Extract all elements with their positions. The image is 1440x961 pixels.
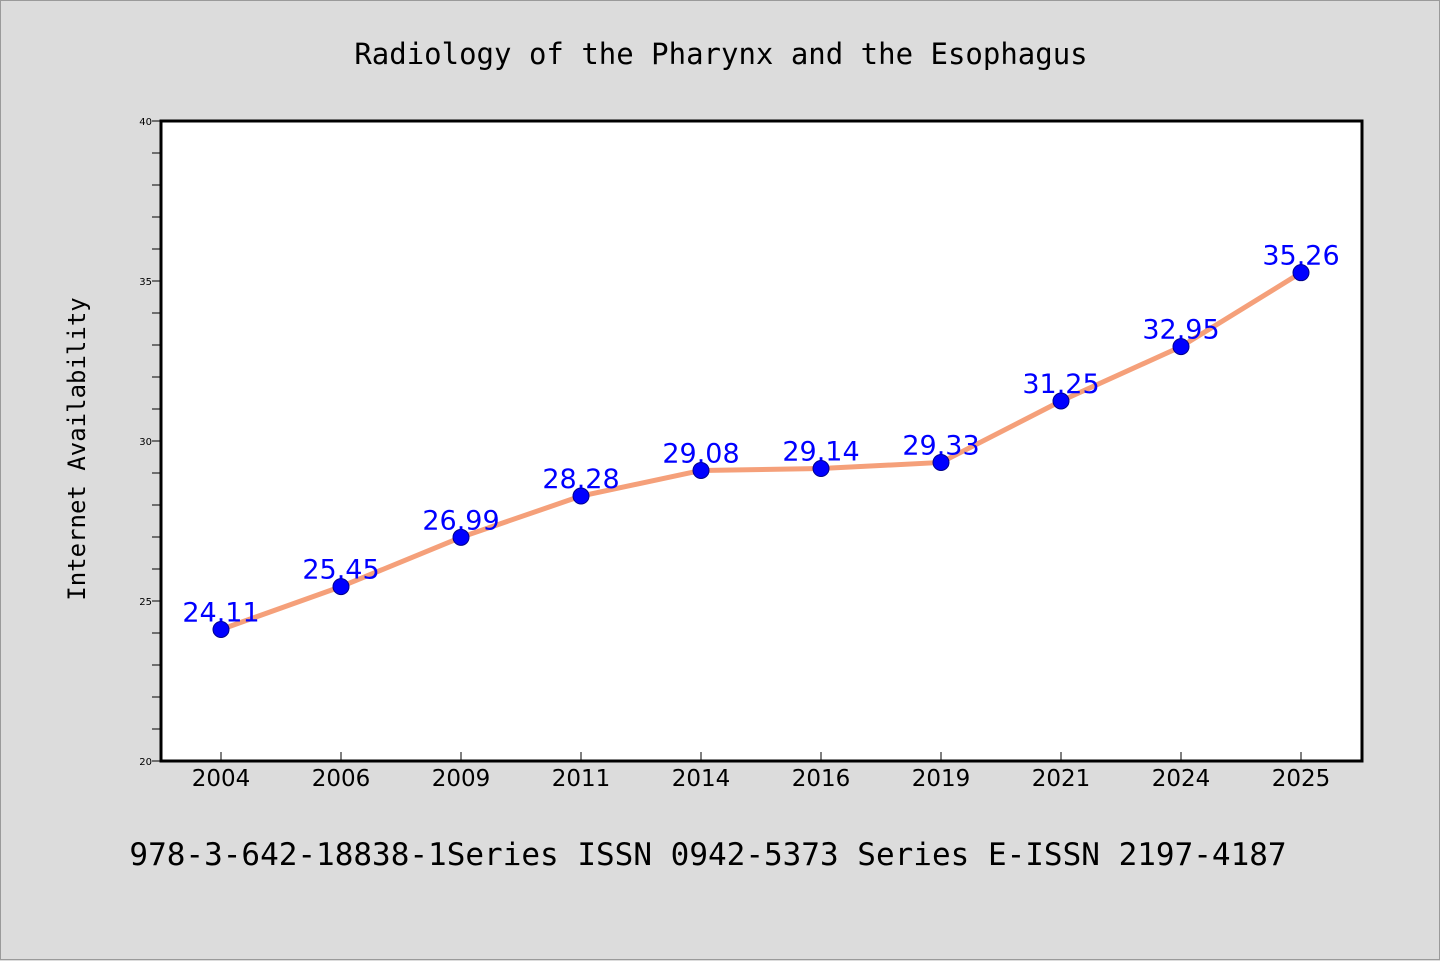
- x-tick-label: 2019: [912, 766, 971, 792]
- x-tick-label: 2006: [312, 766, 371, 792]
- data-point: [1172, 338, 1190, 356]
- data-label: 29.08: [662, 438, 739, 469]
- y-tick-label: 20: [139, 757, 152, 768]
- data-point: [452, 528, 470, 546]
- data-point: [212, 620, 230, 638]
- x-tick-label: 2004: [192, 766, 251, 792]
- x-axis: 2004 2006 2009 2011 2014 2016 2019 2021 2024 2025: [192, 752, 1331, 792]
- data-point: [332, 578, 350, 596]
- x-tick-label: 2016: [792, 766, 851, 792]
- x-tick-label: 2024: [1152, 766, 1211, 792]
- y-axis: 20 25 30 35 40: [139, 117, 161, 768]
- data-point: [812, 460, 830, 478]
- data-label: 24.11: [182, 597, 259, 628]
- data-point: [932, 453, 950, 471]
- data-label: 28.28: [542, 464, 619, 495]
- data-point: [1292, 264, 1310, 282]
- data-point: [1052, 392, 1070, 410]
- x-tick-label: 2014: [672, 766, 731, 792]
- y-tick-label: 25: [139, 597, 152, 608]
- series-markers: [212, 264, 1310, 638]
- chart-title: Radiology of the Pharynx and the Esophag…: [354, 37, 1087, 71]
- data-label: 31.25: [1022, 369, 1099, 400]
- data-label: 32.95: [1142, 315, 1219, 346]
- x-tick-label: 2011: [552, 766, 611, 792]
- data-label: 35.26: [1262, 241, 1339, 272]
- plot-area: [159, 119, 1364, 763]
- data-label: 29.14: [782, 437, 859, 468]
- data-label: 26.99: [422, 505, 499, 536]
- data-point: [572, 487, 590, 505]
- footer-isbn-issn: 978-3-642-18838-1Series ISSN 0942-5373 S…: [129, 837, 1286, 873]
- data-point: [692, 461, 710, 479]
- data-labels: 24.11 25.45 26.99 28.28 29.08 29.14 29.33 31.25…: [182, 241, 1339, 629]
- x-tick-label: 2025: [1272, 766, 1331, 792]
- series-line: [218, 270, 1304, 632]
- x-tick-label: 2009: [432, 766, 491, 792]
- data-label: 25.45: [302, 555, 379, 586]
- y-axis-label: Internet Availability: [63, 297, 91, 600]
- y-tick-label: 35: [139, 277, 152, 288]
- y-tick-label: 40: [139, 117, 152, 128]
- x-tick-label: 2021: [1032, 766, 1091, 792]
- y-tick-label: 30: [139, 437, 152, 448]
- data-label: 29.33: [902, 430, 979, 461]
